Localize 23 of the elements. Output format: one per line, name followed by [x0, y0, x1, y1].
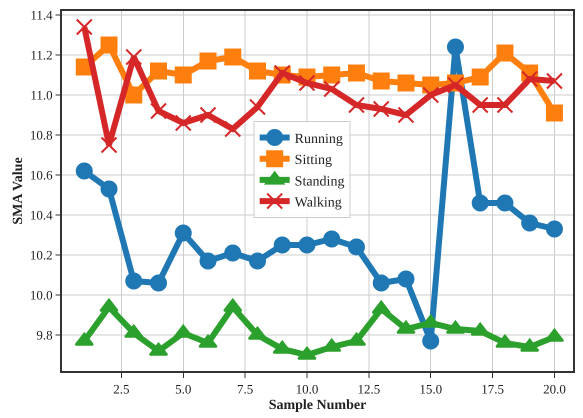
x-tick-label: 10.0	[296, 381, 318, 396]
y-axis-title: SMA Value	[11, 157, 26, 225]
y-tick-label: 11.2	[30, 48, 53, 63]
x-tick-label: 5.0	[175, 381, 192, 396]
y-tick-label: 10.6	[30, 168, 54, 183]
x-tick-label: 2.5	[113, 381, 130, 396]
y-tick-label: 10.2	[30, 248, 53, 263]
y-tick-label: 9.8	[36, 328, 53, 343]
legend-label: Standing	[294, 174, 344, 190]
x-tick-label: 17.5	[481, 381, 504, 396]
x-tick-label: 15.0	[419, 381, 442, 396]
x-tick-label: 7.5	[236, 381, 254, 396]
y-tick-label: 10.0	[30, 288, 53, 303]
x-axis-title: Sample Number	[268, 398, 366, 414]
legend-label: Running	[294, 132, 343, 147]
y-tick-label: 10.4	[30, 208, 54, 223]
x-tick-label: 12.5	[357, 381, 380, 396]
y-tick-label: 11.0	[30, 88, 53, 103]
y-tick-label: 11.4	[30, 8, 54, 23]
legend-label: Sitting	[294, 153, 332, 168]
legend-label: Walking	[294, 196, 342, 211]
y-tick-label: 10.8	[30, 128, 53, 143]
x-tick-label: 20.0	[543, 381, 566, 396]
